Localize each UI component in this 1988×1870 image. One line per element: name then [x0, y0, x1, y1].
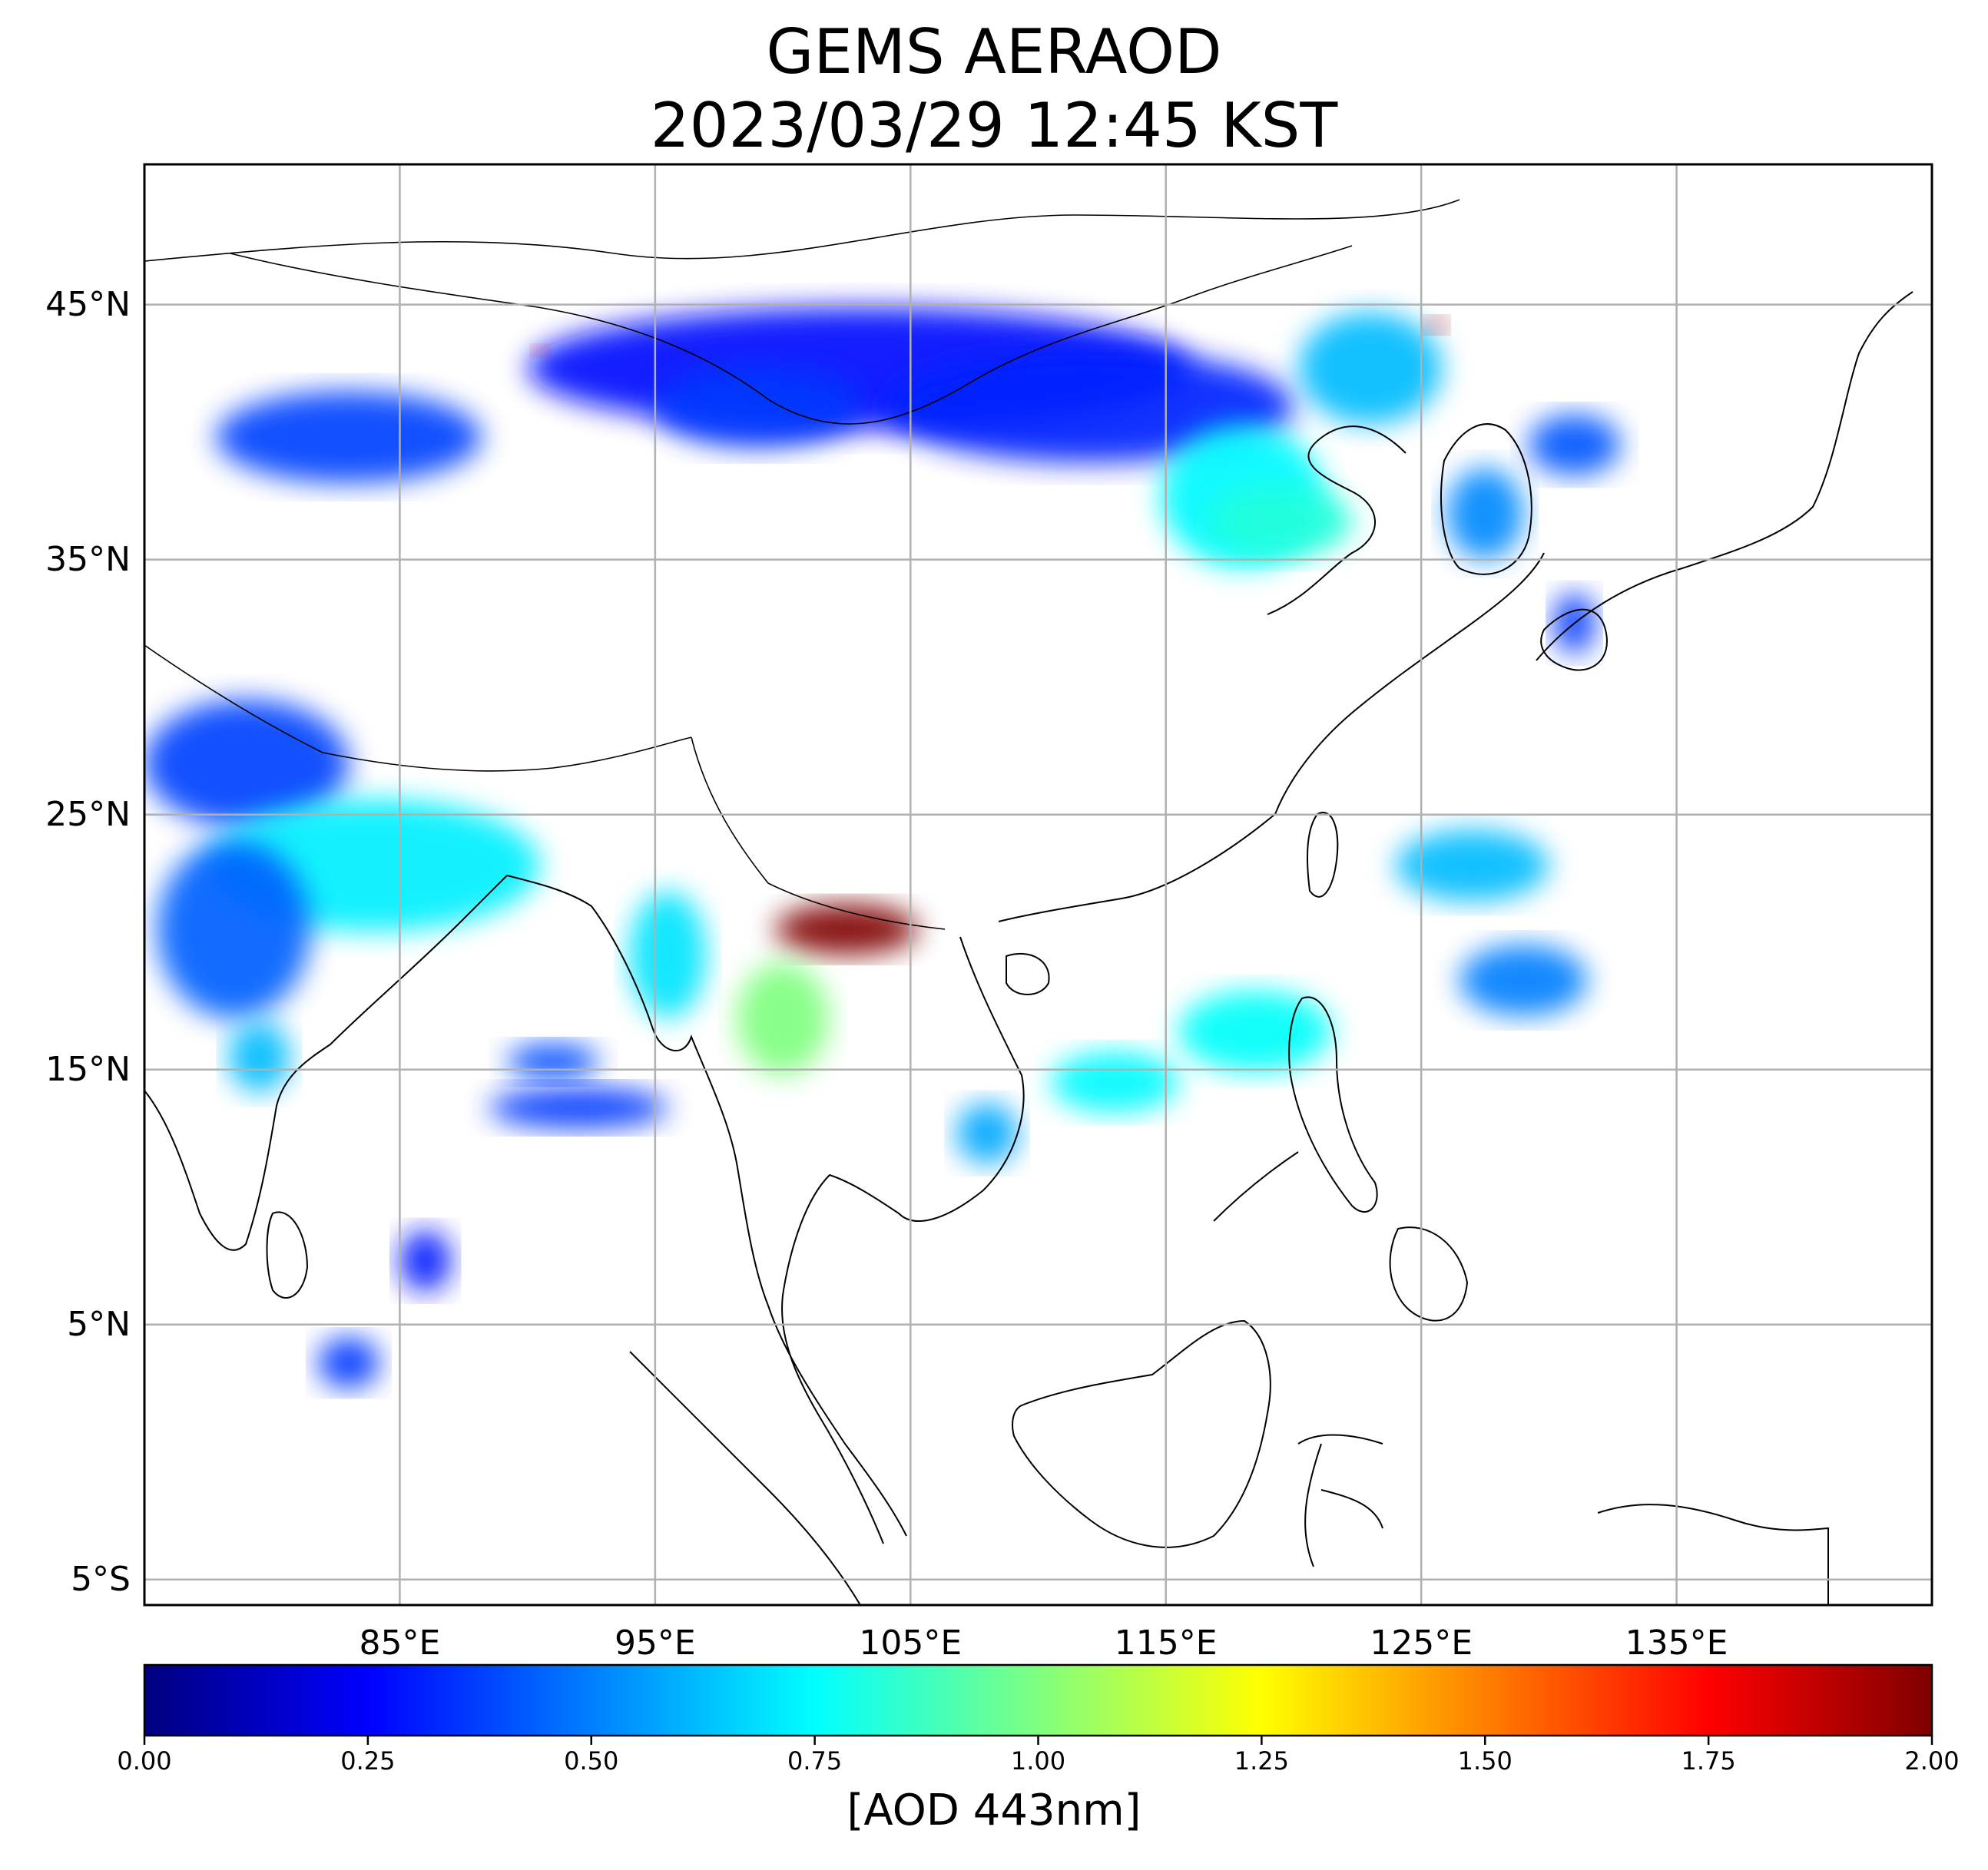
lat-tick-label: 5°N: [67, 1304, 131, 1344]
aod-region-scs-north: [1178, 990, 1332, 1073]
colorbar-tick-label: 2.00: [1904, 1746, 1960, 1776]
coastline-newguinea: [1597, 1504, 1829, 1605]
aod-region-gansu-hexi: [654, 366, 860, 448]
aod-region-pacific-se: [1460, 945, 1588, 1016]
coastline-myanmar: [506, 875, 769, 1306]
lon-tick-label: 95°E: [614, 1623, 696, 1663]
coastline-taiwan: [1307, 812, 1339, 898]
aod-region-scs-west: [1051, 1051, 1179, 1114]
colorbar: [143, 1663, 1933, 1745]
aod-region-bay-of-bengal: [489, 1087, 668, 1129]
lat-tick-label: 25°N: [45, 794, 131, 834]
border-russia: [144, 199, 1460, 262]
coastline-bohai: [1267, 425, 1407, 615]
colorbar-tick-label: 1.00: [1010, 1746, 1066, 1776]
chart-title: GEMS AERAOD: [766, 16, 1222, 88]
aod-region-india-south: [228, 1021, 290, 1093]
lat-tick-label: 5°S: [71, 1559, 131, 1599]
colorbar-tick-label: 1.25: [1234, 1746, 1289, 1776]
lon-tick-label: 125°E: [1370, 1623, 1473, 1663]
coastline-luzon: [1288, 996, 1378, 1213]
aod-region-taklamakan: [216, 391, 482, 484]
lat-tick-label: 15°N: [45, 1049, 131, 1089]
aod-region-ocean-south-1: [318, 1337, 379, 1388]
aod-region-shandong: [1209, 485, 1353, 558]
colorbar-tick-label: 0.50: [564, 1746, 619, 1776]
coastlines: [144, 199, 1913, 1605]
coastline-sulawesi: [1297, 1434, 1383, 1567]
lat-tick-label: 45°N: [45, 284, 131, 324]
lon-tick-label: 135°E: [1625, 1623, 1728, 1663]
coastline-palawan: [1213, 1151, 1299, 1222]
colorbar-tick-label: 1.50: [1457, 1746, 1513, 1776]
border-china-sw: [691, 736, 946, 930]
lat-tick-label: 35°N: [45, 539, 131, 579]
aod-region-tibet-west: [144, 700, 349, 828]
coastline-hainan: [1006, 952, 1050, 995]
coastline-china: [998, 552, 1545, 922]
aod-region-yunnan-laos-fire: [775, 903, 919, 955]
aod-region-mongolia-hotspot: [532, 345, 548, 356]
aod-region-andaman: [507, 1044, 599, 1081]
aod-region-ocean-south-2: [399, 1230, 451, 1292]
aod-region-myanmar: [629, 891, 707, 1019]
map-frame: [143, 163, 1933, 1607]
coastline-srilanka: [266, 1211, 309, 1299]
aod-region-thailand-north: [737, 962, 829, 1075]
border-himalaya: [144, 644, 692, 772]
aod-region-korea: [1446, 468, 1524, 560]
aod-region-hotspot-ne: [1426, 317, 1447, 333]
aod-region-northeast-china: [1298, 312, 1442, 425]
colorbar-tick-label: 0.75: [787, 1746, 843, 1776]
coastline-borneo: [1012, 1319, 1271, 1548]
chart-subtitle-datetime: 2023/03/29 12:45 KST: [650, 90, 1338, 161]
aod-region-pacific-east: [1395, 829, 1549, 902]
lon-tick-label: 115°E: [1114, 1623, 1218, 1663]
coastline-korea: [1440, 423, 1532, 575]
gridlines: [144, 164, 1932, 1605]
aod-region-east-sea: [1528, 414, 1621, 476]
colorbar-gradient: [143, 1663, 1933, 1737]
lon-tick-label: 105°E: [859, 1623, 963, 1663]
border-china-mongolia: [230, 245, 1353, 425]
coastline-malay: [767, 1305, 907, 1537]
coastline-mindanao: [1389, 1226, 1469, 1322]
coastline-kyushu: [1540, 608, 1608, 671]
colorbar-tick-label: 0.25: [340, 1746, 396, 1776]
aod-region-central-india: [157, 839, 311, 1019]
coastline-japan: [1536, 291, 1913, 661]
lon-tick-label: 85°E: [359, 1623, 441, 1663]
coastline-india: [144, 875, 508, 1251]
aod-region-vietnam-south: [956, 1102, 1018, 1164]
colorbar-label: [AOD 443nm]: [847, 1786, 1141, 1835]
aod-field: [144, 306, 1621, 1388]
coastline-sumatra: [629, 1351, 861, 1605]
colorbar-tick-label: 1.75: [1681, 1746, 1736, 1776]
colorbar-tick-label: 0.00: [117, 1746, 172, 1776]
aod-region-inner-mongolia: [885, 350, 1294, 463]
coastline-indochina: [781, 936, 1025, 1544]
